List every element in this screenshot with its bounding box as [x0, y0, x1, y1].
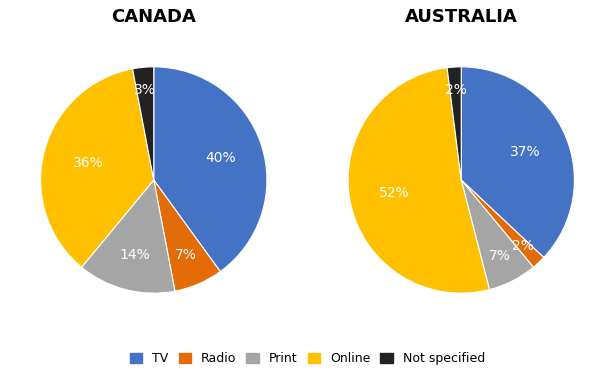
Text: 2%: 2% [445, 82, 467, 97]
Wedge shape [133, 67, 154, 180]
Wedge shape [461, 180, 533, 290]
Title: AUSTRALIA: AUSTRALIA [405, 8, 518, 26]
Text: 7%: 7% [175, 248, 197, 262]
Wedge shape [461, 67, 574, 258]
Text: 36%: 36% [73, 156, 103, 170]
Text: 37%: 37% [510, 145, 541, 159]
Wedge shape [154, 180, 220, 291]
Wedge shape [154, 67, 267, 272]
Wedge shape [82, 180, 175, 293]
Wedge shape [348, 68, 490, 293]
Wedge shape [447, 67, 461, 180]
Text: 2%: 2% [512, 239, 534, 253]
Legend: TV, Radio, Print, Online, Not specified: TV, Radio, Print, Online, Not specified [126, 348, 489, 369]
Text: 7%: 7% [489, 249, 510, 262]
Text: 3%: 3% [134, 83, 156, 97]
Title: CANADA: CANADA [111, 8, 196, 26]
Wedge shape [461, 180, 544, 267]
Wedge shape [41, 69, 154, 267]
Text: 40%: 40% [205, 152, 236, 165]
Text: 14%: 14% [119, 248, 150, 261]
Text: 52%: 52% [379, 186, 410, 200]
